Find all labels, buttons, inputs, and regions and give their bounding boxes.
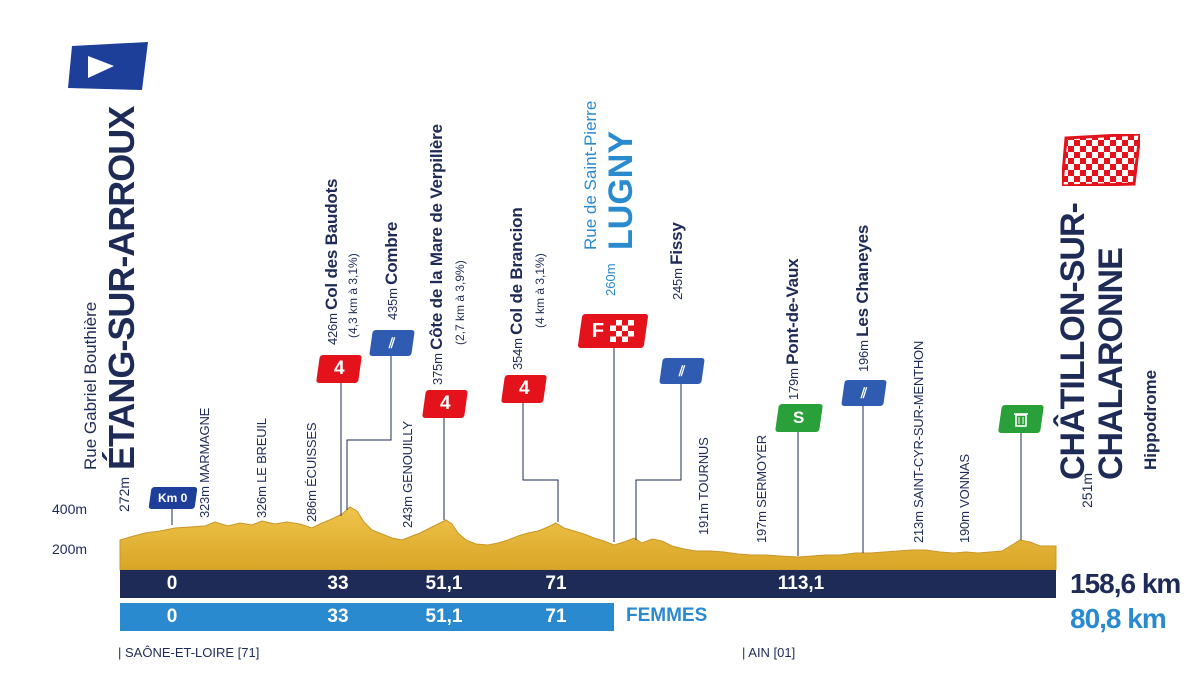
place-saint-cyr-sur-menthon: 213m SAINT-CYR-SUR-MENTHON	[911, 340, 926, 543]
women-km-33: 33	[327, 606, 349, 627]
place-pont-de-vaux: 179m Pont-de-Vaux	[783, 258, 802, 400]
lugny-street: Rue de Saint-Pierre	[581, 100, 600, 250]
lugny-town: LUGNY	[602, 131, 640, 250]
place-col-des-baudots: 426m Col des Baudots	[322, 178, 341, 345]
men-km-0: 0	[166, 573, 178, 594]
place-ecuisses: 286m ÉCUISSES	[304, 422, 319, 522]
checkered-flag-icon	[610, 320, 635, 342]
trash-bin-icon	[1014, 413, 1028, 427]
terrain-area	[119, 506, 1057, 571]
place-vonnas: 190m VONNAS	[957, 454, 972, 543]
place-les-chaneyes: 196m Les Chaneyes	[853, 224, 872, 372]
place-col-de-brancion: 354m Col de Brancion	[507, 207, 526, 370]
women-km-51: 51,1	[425, 606, 463, 627]
feed-zone-icon-3: ⫽	[841, 380, 887, 406]
waste-zone-badge	[998, 405, 1044, 433]
start-altitude: 272m	[116, 476, 132, 512]
finish-town-line1: CHÂTILLON-SUR-	[1054, 203, 1092, 480]
lugny-altitude: 260m	[603, 263, 618, 296]
sprint-badge: S	[775, 404, 823, 432]
place-le-breuil: 326m LE BREUIL	[254, 418, 269, 518]
start-flag-icon	[68, 42, 148, 90]
men-km-113: 113,1	[777, 573, 825, 594]
women-label: FEMMES	[626, 605, 708, 626]
col-de-brancion-detail: (4 km à 3,1%)	[533, 253, 547, 328]
marker-lines	[171, 347, 1022, 556]
men-km-71: 71	[545, 573, 567, 594]
axis-label-400: 400m	[52, 501, 88, 517]
men-total-distance: 158,6 km	[1070, 568, 1181, 599]
place-fissy: 245m Fissy	[667, 222, 686, 300]
climb-cat-4-badge-3: 4	[501, 375, 547, 403]
place-combre: 435m Combre	[382, 221, 401, 320]
place-marmagne: 323m MARMAGNE	[197, 407, 212, 518]
cote-mare-verpillere-detail: (2,7 km à 3,9%)	[453, 260, 467, 345]
km0-badge: Km 0	[148, 487, 198, 509]
col-des-baudots-detail: (4,3 km à 3,1%)	[346, 253, 360, 338]
place-sermoyer: 197m SERMOYER	[754, 435, 769, 543]
feed-zone-icon-2: ⫽	[659, 358, 705, 384]
finish-venue: Hippodrome	[1141, 369, 1160, 470]
axis-label-200: 200m	[52, 541, 88, 557]
start-town: ÉTANG-SUR-ARROUX	[101, 106, 142, 470]
climb-cat-4-badge-1: 4	[316, 355, 362, 383]
men-km-51: 51,1	[425, 573, 463, 594]
region-saone-et-loire: | SAÔNE-ET-LOIRE [71]	[118, 645, 260, 660]
region-ain: | AIN [01]	[742, 645, 796, 660]
finish-town-line2: CHALARONNE	[1092, 248, 1130, 480]
place-genouilly: 243m GENOUILLY	[400, 421, 415, 528]
intermediate-finish-badge: F	[577, 314, 649, 348]
km0-label: Km 0	[158, 491, 188, 505]
finish-flag-icon	[1062, 134, 1140, 186]
start-street: Rue Gabriel Bouthière	[81, 301, 100, 470]
feed-zone-icon-1: ⫽	[369, 330, 415, 356]
women-km-0: 0	[166, 606, 178, 627]
place-tournus: 191m TOURNUS	[696, 437, 711, 535]
men-km-33: 33	[327, 573, 349, 594]
women-total-distance: 80,8 km	[1070, 603, 1167, 634]
men-distance-bar: 0 33 51,1 71 113,1	[120, 570, 1056, 598]
women-km-71: 71	[545, 606, 567, 627]
climb-cat-4-badge-2: 4	[422, 390, 468, 418]
women-distance-bar: 0 33 51,1 71	[120, 603, 614, 631]
place-cote-mare-verpillere: 375m Côte de la Mare de Verpillère	[427, 124, 446, 385]
